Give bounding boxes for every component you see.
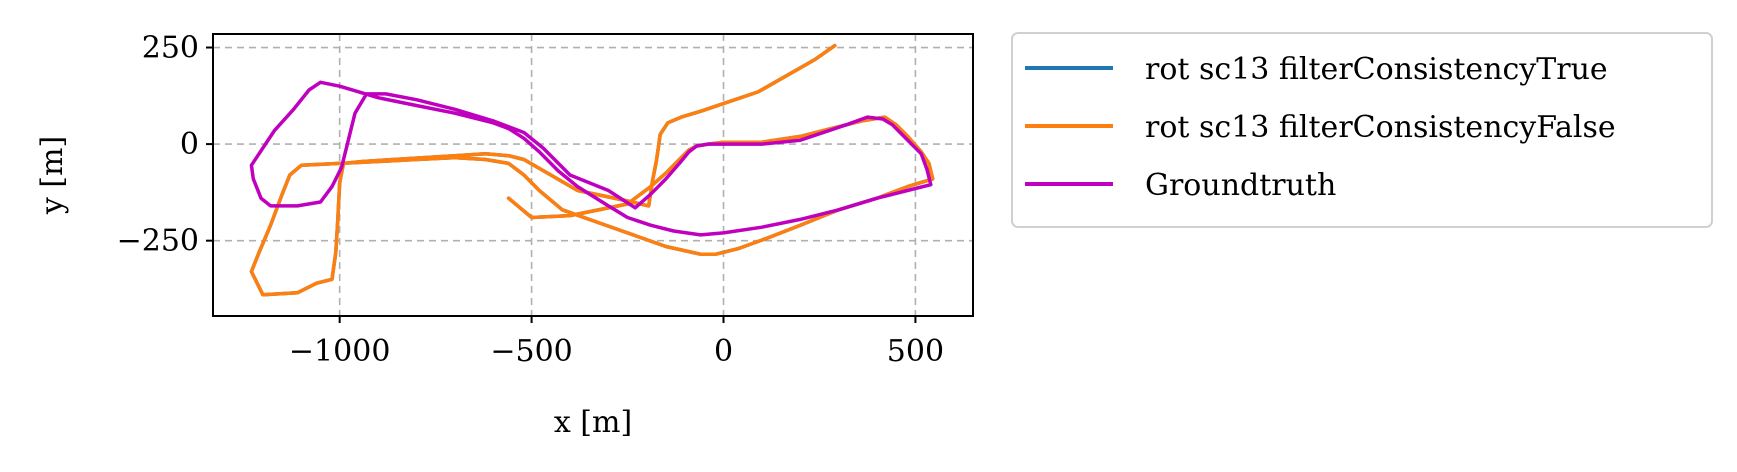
x-axis-label: x [m] — [554, 405, 632, 440]
y-tick-label: 0 — [180, 127, 199, 162]
x-tick-label: 0 — [714, 334, 733, 369]
axis-ticks: −1000 −500 0 500 250 0 −250 — [117, 31, 944, 369]
y-axis-label: y [m] — [35, 136, 70, 215]
series-layer — [249, 43, 935, 297]
grid-lines — [213, 34, 973, 316]
x-tick-label: 500 — [887, 334, 944, 369]
legend-label-2: rot sc13 filterConsistencyFalse — [1145, 110, 1616, 145]
series-line-2 — [249, 43, 935, 297]
legend-box — [1011, 32, 1713, 228]
legend-label-3: Groundtruth — [1145, 168, 1336, 203]
y-tick-label: −250 — [117, 224, 199, 259]
y-tick-label: 250 — [142, 31, 199, 66]
x-tick-label: −1000 — [289, 334, 390, 369]
series-line-3 — [249, 80, 933, 237]
legend-label-1: rot sc13 filterConsistencyTrue — [1145, 52, 1608, 87]
x-tick-label: −500 — [490, 334, 572, 369]
legend: rot sc13 filterConsistencyTrue rot sc13 f… — [1011, 32, 1713, 228]
plot-frame — [212, 33, 974, 317]
